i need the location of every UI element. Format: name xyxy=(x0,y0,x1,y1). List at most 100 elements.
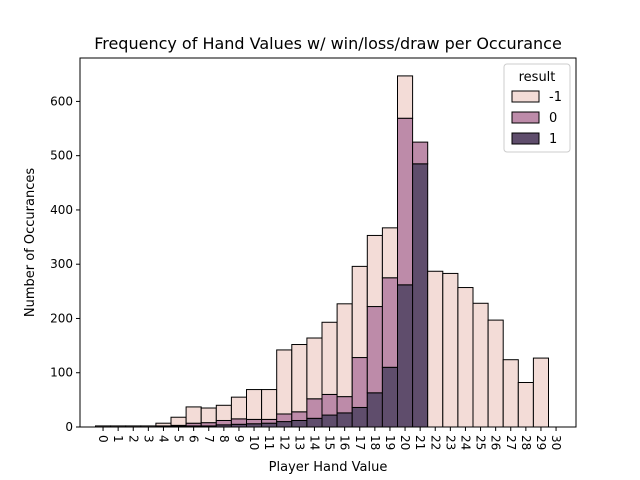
bar-24-series--1 xyxy=(457,287,474,428)
legend-title: result xyxy=(519,70,556,85)
legend-label-0: 0 xyxy=(549,111,557,126)
bar-5-series--1 xyxy=(170,416,187,426)
x-tick-label: 2 xyxy=(126,435,140,443)
bar-10-series-0 xyxy=(246,418,263,425)
bar-15-series-1 xyxy=(321,414,338,428)
x-tick-label: 20 xyxy=(398,435,412,450)
bar-8-series-0 xyxy=(215,419,232,426)
x-tick-label: 9 xyxy=(232,435,246,443)
bar-18-series-0 xyxy=(366,306,383,394)
bar-12-series--1 xyxy=(276,349,293,415)
x-tick-label: 28 xyxy=(519,435,533,450)
bar-10-series--1 xyxy=(246,389,263,420)
x-tick-label: 16 xyxy=(338,435,352,450)
bar-22-series--1 xyxy=(427,270,444,428)
bar-25-series--1 xyxy=(472,302,489,428)
x-tick-label: 17 xyxy=(353,435,367,450)
bar-14-series-1 xyxy=(306,417,323,428)
bar-17-series-1 xyxy=(351,406,368,428)
x-tick-label: 27 xyxy=(504,435,518,450)
bar-26-series--1 xyxy=(487,319,504,428)
legend-swatch--1 xyxy=(511,90,540,103)
bar-23-series--1 xyxy=(442,272,459,428)
bar-28-series--1 xyxy=(517,382,534,428)
bar-6-series--1 xyxy=(185,406,202,424)
x-axis: 0 1 2 3 4 5 6 7 8 9 10 11 12 13 14 15 16 17 18 19 20 21 22 23 24… xyxy=(96,427,563,450)
x-tick-label: 19 xyxy=(383,435,397,450)
bar-15-series-0 xyxy=(321,393,338,416)
y-axis-title: Number of Occurances xyxy=(23,168,38,317)
bar-17-series-0 xyxy=(351,357,368,408)
bar-20-series-1 xyxy=(397,284,414,428)
bar-18-series--1 xyxy=(366,234,383,308)
legend-items: -1 0 1 xyxy=(511,90,562,147)
bars xyxy=(95,75,550,428)
y-tick-label: 600 xyxy=(50,94,73,108)
bar-14-series--1 xyxy=(306,337,323,400)
x-tick-label: 10 xyxy=(247,435,261,450)
y-tick-label: 200 xyxy=(50,311,73,325)
x-tick-label: 29 xyxy=(534,435,548,450)
x-tick-label: 15 xyxy=(323,435,337,450)
bar-18-series-1 xyxy=(366,392,383,428)
bar-12-series-0 xyxy=(276,413,293,423)
x-tick-label: 25 xyxy=(474,435,488,450)
bar-19-series-0 xyxy=(381,277,398,368)
x-tick-label: 21 xyxy=(413,435,427,450)
bar-19-series-1 xyxy=(381,366,398,428)
x-tick-label: 22 xyxy=(428,435,442,450)
bar-14-series-0 xyxy=(306,398,323,419)
x-tick-label: 1 xyxy=(111,435,125,443)
x-tick-label: 4 xyxy=(156,435,170,443)
bar-19-series--1 xyxy=(381,227,398,279)
y-axis: 0 100 200 300 400 500 600 xyxy=(50,94,80,434)
x-tick-label: 24 xyxy=(458,435,472,450)
bar-15-series--1 xyxy=(321,321,338,395)
chart-title: Frequency of Hand Values w/ win/loss/dra… xyxy=(94,34,562,53)
bar-16-series--1 xyxy=(336,303,353,398)
x-tick-label: 13 xyxy=(292,435,306,450)
x-tick-label: 6 xyxy=(187,435,201,443)
bar-13-series--1 xyxy=(291,344,308,413)
x-tick-label: 8 xyxy=(217,435,231,443)
bar-12-series-1 xyxy=(276,421,293,428)
legend: result -1 0 1 xyxy=(503,63,571,153)
legend-label--1: -1 xyxy=(549,90,562,105)
legend-box xyxy=(503,63,571,153)
bar-7-series--1 xyxy=(200,407,217,424)
y-tick-label: 0 xyxy=(65,420,73,434)
legend-label-1: 1 xyxy=(549,132,557,147)
legend-swatch-0 xyxy=(511,111,540,124)
y-tick-label: 100 xyxy=(50,366,73,380)
x-tick-label: 30 xyxy=(549,435,563,450)
legend-swatch-1 xyxy=(511,132,540,145)
x-tick-label: 23 xyxy=(443,435,457,450)
x-tick-label: 26 xyxy=(489,435,503,450)
bar-17-series--1 xyxy=(351,265,368,359)
bar-4-series--1 xyxy=(155,422,172,427)
bar-16-series-1 xyxy=(336,412,353,428)
x-tick-label: 5 xyxy=(172,435,186,443)
bar-11-series-0 xyxy=(261,418,278,424)
x-tick-label: 11 xyxy=(262,435,276,450)
bar-20-series-0 xyxy=(397,117,414,286)
bar-11-series--1 xyxy=(261,389,278,420)
plot-frame xyxy=(79,57,577,428)
bar-11-series-1 xyxy=(261,422,278,428)
y-tick-label: 300 xyxy=(50,257,73,271)
bar-13-series-0 xyxy=(291,411,308,421)
x-tick-label: 18 xyxy=(368,435,382,450)
x-tick-label: 0 xyxy=(96,435,110,443)
x-tick-label: 12 xyxy=(277,435,291,450)
bar-9-series--1 xyxy=(230,396,247,420)
x-tick-label: 3 xyxy=(141,435,155,443)
y-tick-label: 400 xyxy=(50,203,73,217)
bar-8-series--1 xyxy=(215,404,232,421)
bar-13-series-1 xyxy=(291,419,308,428)
x-tick-label: 14 xyxy=(307,435,321,450)
bar-9-series-0 xyxy=(230,418,247,425)
bar-16-series-0 xyxy=(336,396,353,414)
x-tick-label: 7 xyxy=(202,435,216,443)
bar-27-series--1 xyxy=(502,359,519,428)
